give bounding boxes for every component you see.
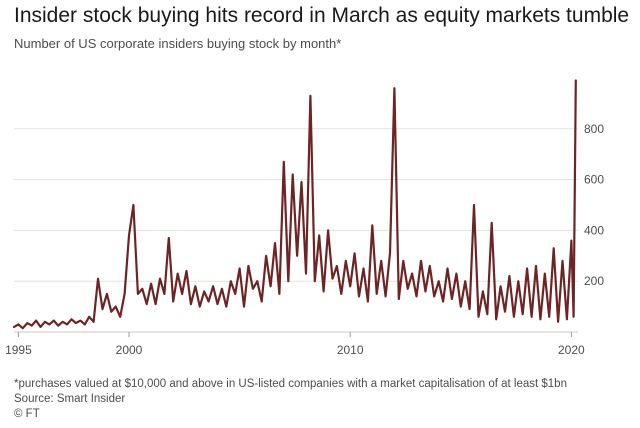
series-line-0	[12, 79, 577, 330]
footnote: *purchases valued at $10,000 and above i…	[14, 378, 567, 390]
x-tick-label: 2020	[558, 343, 585, 357]
y-tick-label: 400	[584, 223, 604, 237]
x-tick-label: 2010	[337, 343, 364, 357]
chart-title: Insider stock buying hits record in Marc…	[14, 4, 630, 27]
y-axis-ticks: 200 400 600 800	[584, 122, 604, 288]
source-note: Source: Smart Insider	[14, 393, 126, 405]
chart-subtitle: Number of US corporate insiders buying s…	[14, 36, 342, 51]
y-tick-label: 600	[584, 173, 604, 187]
x-tick-label: 1995	[5, 343, 32, 357]
x-axis-ticks: 1995 2000 2010 2020	[5, 332, 585, 357]
y-tick-label: 800	[584, 122, 604, 136]
ft-credit: © FT	[14, 408, 40, 420]
x-tick-label: 2000	[116, 343, 143, 357]
y-tick-label: 200	[584, 274, 604, 288]
series-lines	[12, 79, 577, 330]
gridlines	[14, 128, 578, 333]
